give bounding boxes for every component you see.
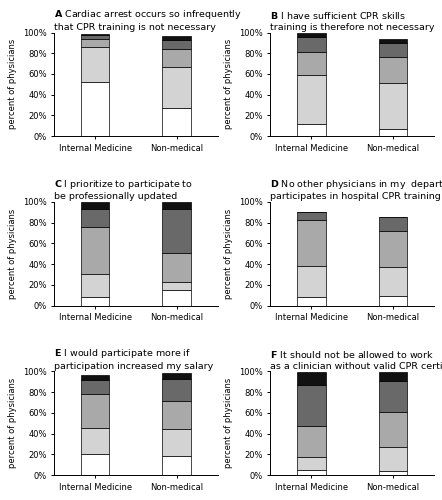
Bar — [378, 471, 407, 475]
Bar — [81, 380, 109, 394]
Bar — [81, 394, 109, 428]
Bar — [81, 38, 109, 47]
Bar — [378, 218, 407, 231]
Bar — [81, 202, 109, 209]
Bar — [297, 212, 325, 220]
Bar — [162, 378, 191, 402]
Bar — [378, 58, 407, 84]
Bar — [162, 202, 191, 209]
Bar — [378, 129, 407, 136]
Text: $\bf{F}$ It should not be allowed to work
as a clinician without valid CPR certi: $\bf{F}$ It should not be allowed to wor… — [271, 349, 442, 370]
Bar — [297, 470, 325, 475]
Bar — [162, 49, 191, 66]
Bar — [297, 75, 325, 124]
Bar — [378, 412, 407, 447]
Bar — [162, 108, 191, 136]
Bar — [162, 290, 191, 306]
Bar — [378, 372, 407, 380]
Bar — [378, 43, 407, 58]
Bar — [162, 36, 191, 40]
Bar — [378, 38, 407, 43]
Bar — [81, 82, 109, 136]
Bar — [297, 124, 325, 136]
Y-axis label: percent of physicians: percent of physicians — [225, 208, 233, 299]
Bar — [162, 374, 191, 378]
Bar — [81, 374, 109, 380]
Bar — [81, 34, 109, 38]
Bar — [378, 231, 407, 267]
Bar — [297, 52, 325, 75]
Bar — [162, 40, 191, 49]
Bar — [297, 298, 325, 306]
Bar — [81, 209, 109, 227]
Bar — [378, 267, 407, 296]
Bar — [81, 47, 109, 82]
Text: $\bf{B}$ I have sufficient CPR skills
training is therefore not necessary: $\bf{B}$ I have sufficient CPR skills tr… — [271, 10, 435, 31]
Bar — [162, 430, 191, 456]
Bar — [81, 454, 109, 475]
Text: $\bf{D}$ No other physicians in my  department
participates in hospital CPR trai: $\bf{D}$ No other physicians in my depar… — [271, 178, 442, 201]
Text: $\bf{A}$ Cardiac arrest occurs so infrequently
that CPR training is not necessar: $\bf{A}$ Cardiac arrest occurs so infreq… — [54, 8, 242, 32]
Bar — [378, 380, 407, 412]
Bar — [297, 372, 325, 385]
Bar — [378, 296, 407, 306]
Bar — [81, 428, 109, 454]
Y-axis label: percent of physicians: percent of physicians — [225, 378, 233, 468]
Y-axis label: percent of physicians: percent of physicians — [8, 208, 17, 299]
Text: $\bf{E}$ I would participate more if
participation increased my salary: $\bf{E}$ I would participate more if par… — [54, 347, 213, 370]
Bar — [297, 266, 325, 298]
Bar — [297, 32, 325, 36]
Bar — [297, 220, 325, 266]
Bar — [162, 282, 191, 290]
Bar — [81, 227, 109, 274]
Y-axis label: percent of physicians: percent of physicians — [8, 39, 17, 130]
Bar — [378, 447, 407, 471]
Bar — [81, 274, 109, 297]
Bar — [297, 385, 325, 426]
Bar — [162, 252, 191, 282]
Bar — [162, 209, 191, 252]
Y-axis label: percent of physicians: percent of physicians — [8, 378, 17, 468]
Bar — [162, 66, 191, 108]
Bar — [81, 298, 109, 306]
Bar — [378, 84, 407, 129]
Bar — [297, 458, 325, 470]
Bar — [162, 456, 191, 475]
Y-axis label: percent of physicians: percent of physicians — [225, 39, 233, 130]
Bar — [297, 426, 325, 458]
Bar — [162, 402, 191, 429]
Text: $\bf{C}$ I prioritize to participate to
be professionally updated: $\bf{C}$ I prioritize to participate to … — [54, 178, 193, 201]
Bar — [297, 36, 325, 52]
